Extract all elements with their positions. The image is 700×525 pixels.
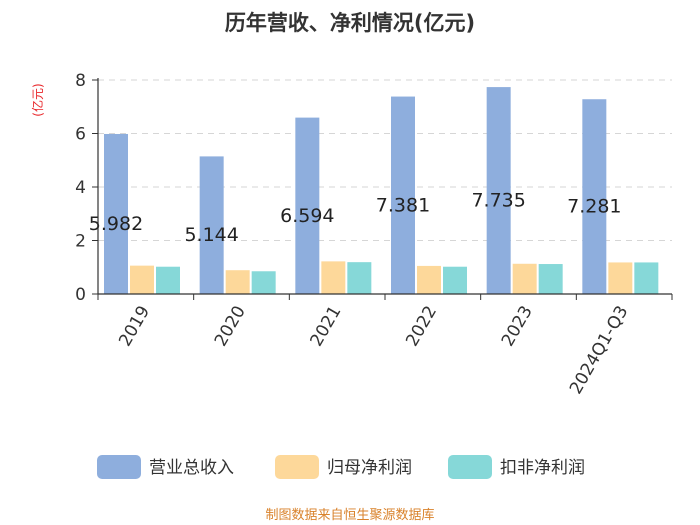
- data-label: 7.281: [567, 196, 621, 218]
- legend-label: 营业总收入: [149, 458, 234, 478]
- bar-net-profit: [512, 263, 537, 294]
- legend-label: 扣非净利润: [500, 458, 585, 478]
- y-tick-label: 4: [75, 178, 86, 198]
- data-label: 5.982: [89, 213, 143, 235]
- x-tick-label: 2020: [211, 303, 250, 350]
- bar-revenue: [199, 156, 224, 294]
- bar-net-profit: [608, 262, 633, 294]
- data-label: 7.735: [471, 190, 525, 212]
- bar-net-profit: [321, 261, 346, 294]
- bar-revenue: [391, 96, 415, 294]
- legend: 营业总收入 归母净利润 扣非净利润: [97, 455, 585, 479]
- data-labels: 5.982 5.144 6.594 7.381 7.735 7.281: [89, 190, 622, 247]
- x-tick-label: 2023: [498, 303, 537, 350]
- bar-deducted-net-profit: [443, 266, 467, 294]
- bar-deducted-net-profit: [538, 264, 563, 294]
- x-tick-label: 2019: [115, 303, 154, 350]
- footer-source: 制图数据来自恒生聚源数据库: [265, 507, 434, 523]
- bar-deducted-net-profit: [156, 266, 180, 294]
- y-axis-unit: (亿元): [30, 83, 45, 116]
- bar-deducted-net-profit: [347, 262, 372, 294]
- bar-deducted-net-profit: [634, 262, 659, 294]
- legend-label: 归母净利润: [327, 458, 412, 478]
- legend-swatch: [97, 455, 141, 479]
- y-tick-label: 6: [75, 125, 86, 145]
- y-tick-label: 0: [75, 285, 86, 305]
- x-tick-label: 2022: [402, 303, 441, 350]
- legend-swatch: [448, 455, 492, 479]
- chart-title: 历年营收、净利情况(亿元): [225, 11, 475, 35]
- data-label: 6.594: [280, 205, 334, 227]
- bar-net-profit: [225, 270, 250, 294]
- y-tick-label: 2: [75, 232, 86, 252]
- y-tick-label: 8: [75, 71, 86, 91]
- bars: [104, 87, 659, 295]
- bar-net-profit: [130, 265, 154, 294]
- data-label: 7.381: [376, 194, 430, 216]
- bar-net-profit: [417, 265, 441, 294]
- bar-revenue: [582, 99, 607, 295]
- bar-revenue: [295, 117, 320, 294]
- bar-revenue: [486, 87, 511, 295]
- bar-deducted-net-profit: [251, 271, 276, 294]
- data-label: 5.144: [184, 224, 238, 246]
- bar-revenue: [104, 133, 128, 294]
- legend-swatch: [275, 455, 319, 479]
- grid-lines: [98, 79, 672, 241]
- x-tick-label: 2021: [307, 303, 346, 350]
- x-tick-label: 2024Q1-Q3: [566, 303, 633, 398]
